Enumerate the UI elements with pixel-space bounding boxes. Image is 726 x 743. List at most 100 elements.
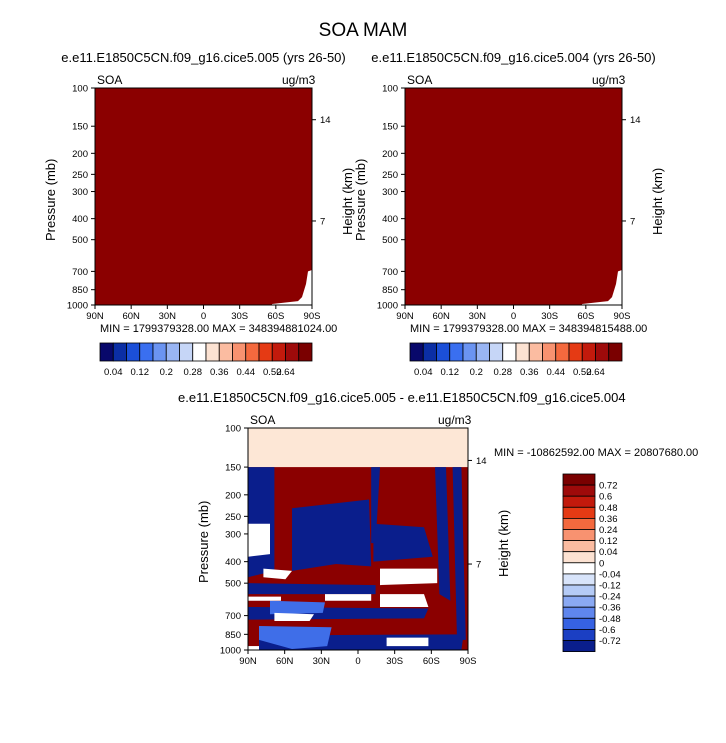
y-tick-label: 150 <box>72 122 88 133</box>
diff-region <box>386 637 429 647</box>
colorbar-cell <box>562 506 596 519</box>
x-tick-label: 60N <box>122 311 140 322</box>
missing-data-region <box>582 270 622 305</box>
colorbar-tick-label: -0.6 <box>599 625 615 636</box>
diff-region <box>248 596 281 601</box>
colorbar-tick-label: 0.12 <box>131 367 150 378</box>
x-tick-label: 30S <box>386 656 403 667</box>
y-tick-label: 200 <box>225 490 241 501</box>
x-tick-label: 90N <box>239 656 257 667</box>
x-tick-label: 60N <box>432 311 450 322</box>
min-max-text: MIN = 1799379328.00 MAX = 348394815488.0… <box>410 323 648 335</box>
y-tick-label: 150 <box>225 463 241 474</box>
units-label: ug/m3 <box>438 413 472 427</box>
panel-title: e.e11.E1850C5CN.f09_g16.cice5.004 (yrs 2… <box>371 50 656 65</box>
y-tick-label: 700 <box>382 267 398 278</box>
colorbar-cell <box>562 551 596 564</box>
colorbar-cell <box>562 573 596 586</box>
colorbar-cell <box>562 640 596 653</box>
x-tick-label: 60S <box>577 311 594 322</box>
colorbar-cell <box>608 342 623 362</box>
y-tick-label: 150 <box>382 122 398 133</box>
diff-region <box>248 646 259 650</box>
diff-region <box>373 523 433 562</box>
x-tick-label: 30N <box>469 311 487 322</box>
colorbar-cell <box>562 617 596 630</box>
colorbar-tick-label: 0.36 <box>599 514 618 525</box>
y2-tick-label: 14 <box>320 115 331 126</box>
colorbar-tick-label: 0.64 <box>276 367 295 378</box>
diff-region <box>274 612 314 621</box>
x-tick-label: 30N <box>159 311 177 322</box>
colorbar-tick-label: 0.12 <box>441 367 460 378</box>
y-tick-label: 200 <box>72 149 88 160</box>
y-tick-label: 850 <box>225 630 241 641</box>
colorbar-tick-label: -0.48 <box>599 614 621 625</box>
diff-region <box>248 523 270 557</box>
diff-region <box>248 583 376 595</box>
var-label: SOA <box>407 73 433 87</box>
field-fill <box>405 88 622 305</box>
y-tick-label: 500 <box>72 235 88 246</box>
colorbar-tick-label: -0.04 <box>599 569 621 580</box>
missing-data-region <box>272 270 312 305</box>
y-tick-label: 400 <box>382 214 398 225</box>
y-tick-label: 500 <box>382 235 398 246</box>
figure-title: SOA MAM <box>318 20 408 41</box>
y-tick-label: 250 <box>382 170 398 181</box>
y-tick-label: 1000 <box>377 301 398 312</box>
y-tick-label: 250 <box>72 170 88 181</box>
x-tick-label: 30S <box>231 311 248 322</box>
y-tick-label: 100 <box>72 84 88 95</box>
colorbar-cell <box>562 529 596 542</box>
colorbar-tick-label: 0 <box>599 558 604 569</box>
colorbar-tick-label: 0.2 <box>160 367 173 378</box>
colorbar-tick-label: -0.24 <box>599 592 621 603</box>
x-tick-label: 0 <box>201 311 206 322</box>
colorbar-tick-label: 0.64 <box>586 367 605 378</box>
min-max-text: MIN = 1799379328.00 MAX = 348394881024.0… <box>100 323 338 335</box>
colorbar-cell <box>562 495 596 508</box>
diff-region <box>270 600 325 615</box>
colorbar-tick-label: 0.6 <box>599 492 612 503</box>
x-tick-label: 0 <box>511 311 516 322</box>
x-tick-label: 0 <box>355 656 360 667</box>
colorbar-tick-label: 0.36 <box>520 367 539 378</box>
colorbar-cell <box>562 562 596 575</box>
var-label: SOA <box>250 413 276 427</box>
colorbar-tick-label: 0.72 <box>599 481 618 492</box>
colorbar-cell <box>562 473 596 486</box>
y-tick-label: 850 <box>72 285 88 296</box>
y-tick-label: 400 <box>72 214 88 225</box>
diff-region <box>380 594 429 607</box>
min-max-text: MIN = -10862592.00 MAX = 20807680.00 <box>494 447 699 459</box>
colorbar-tick-label: 0.52 <box>573 367 592 378</box>
diff-region <box>292 499 372 571</box>
y-tick-label: 300 <box>225 529 241 540</box>
colorbar-tick-label: -0.72 <box>599 636 621 647</box>
x-tick-label: 90S <box>614 311 631 322</box>
colorbar-tick-label: 0.2 <box>470 367 483 378</box>
x-tick-label: 60N <box>276 656 294 667</box>
colorbar-cell <box>562 540 596 553</box>
colorbar-tick-label: 0.04 <box>104 367 123 378</box>
x-tick-label: 30N <box>313 656 331 667</box>
diff-region <box>380 568 438 586</box>
colorbar-tick-label: 0.48 <box>599 503 618 514</box>
diff-region <box>259 626 332 650</box>
colorbar-tick-label: 0.52 <box>263 367 282 378</box>
diff-region <box>325 594 372 601</box>
x-tick-label: 90S <box>304 311 321 322</box>
colorbar-tick-label: 0.44 <box>237 367 256 378</box>
y2-axis-label: Height (km) <box>496 509 511 577</box>
panel-title: e.e11.E1850C5CN.f09_g16.cice5.005 (yrs 2… <box>61 50 346 65</box>
y2-tick-label: 14 <box>630 115 641 126</box>
colorbar-cell <box>562 629 596 641</box>
units-label: ug/m3 <box>282 73 316 87</box>
x-tick-label: 60S <box>423 656 440 667</box>
colorbar-tick-label: 0.04 <box>414 367 433 378</box>
colorbar-cell <box>562 595 596 608</box>
y-tick-label: 850 <box>382 285 398 296</box>
diff-region <box>435 467 451 601</box>
